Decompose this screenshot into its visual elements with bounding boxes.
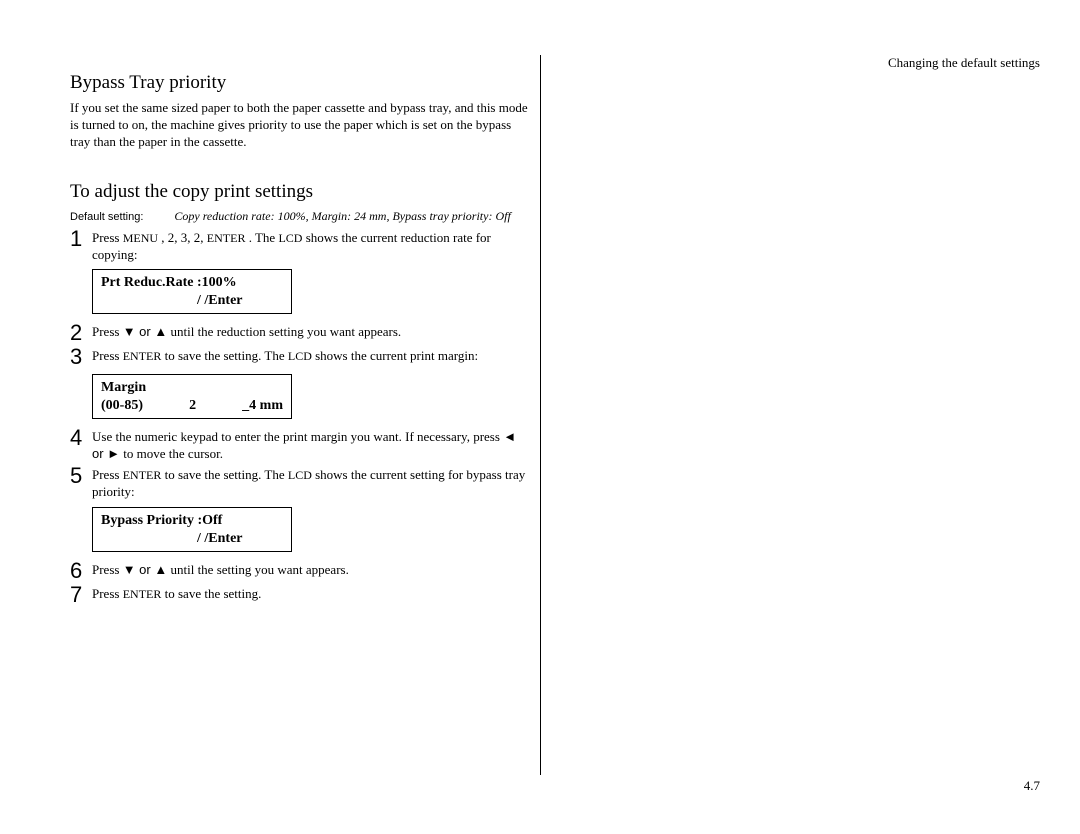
section-title-bypass: Bypass Tray priority [70, 72, 530, 94]
lcd-line: Bypass Priority :Off [101, 512, 283, 530]
lcd-display-2: Margin (00-85)2_4 mm [92, 374, 292, 419]
step-text: Press ▼ or ▲ until the setting you want … [92, 562, 530, 579]
step-3: 3 Press ENTER to save the setting. The L… [70, 348, 530, 368]
step-7: 7 Press ENTER to save the setting. [70, 586, 530, 606]
column-divider [540, 55, 541, 775]
lcd-line: / /Enter [101, 292, 283, 310]
step-5: 5 Press ENTER to save the setting. The L… [70, 467, 530, 501]
default-label: Default setting: [70, 211, 143, 223]
page-header: Changing the default settings [888, 55, 1040, 71]
step-text: Press ▼ or ▲ until the reduction setting… [92, 324, 530, 341]
lcd-display-3: Bypass Priority :Off / /Enter [92, 507, 292, 552]
section-title-adjust: To adjust the copy print settings [70, 181, 530, 203]
step-text: Press MENU , 2, 3, 2, ENTER . The LCD sh… [92, 230, 530, 264]
step-num: 6 [70, 560, 92, 582]
main-content: Bypass Tray priority If you set the same… [70, 72, 530, 610]
step-num: 2 [70, 322, 92, 344]
down-up-arrows: ▼ or ▲ [123, 324, 168, 339]
lcd-line: Prt Reduc.Rate :100% [101, 274, 283, 292]
bypass-intro: If you set the same sized paper to both … [70, 100, 530, 151]
step-text: Press ENTER to save the setting. The LCD… [92, 467, 530, 501]
step-num: 1 [70, 228, 92, 250]
step-2: 2 Press ▼ or ▲ until the reduction setti… [70, 324, 530, 344]
step-6: 6 Press ▼ or ▲ until the setting you wan… [70, 562, 530, 582]
down-up-arrows: ▼ or ▲ [123, 562, 168, 577]
step-num: 3 [70, 346, 92, 368]
page-number: 4.7 [1024, 778, 1040, 794]
lcd-display-1: Prt Reduc.Rate :100% / /Enter [92, 269, 292, 314]
default-setting-row: Default setting: Copy reduction rate: 10… [70, 209, 530, 224]
step-text: Use the numeric keypad to enter the prin… [92, 429, 530, 463]
lcd-line: Margin [101, 379, 283, 397]
default-value: Copy reduction rate: 100%, Margin: 24 mm… [174, 209, 510, 223]
step-text: Press ENTER to save the setting. [92, 586, 530, 603]
lcd-line: (00-85)2_4 mm [101, 397, 283, 415]
step-num: 5 [70, 465, 92, 487]
step-1: 1 Press MENU , 2, 3, 2, ENTER . The LCD … [70, 230, 530, 264]
lcd-line: / /Enter [101, 530, 283, 548]
step-num: 4 [70, 427, 92, 449]
step-text: Press ENTER to save the setting. The LCD… [92, 348, 530, 365]
step-4: 4 Use the numeric keypad to enter the pr… [70, 429, 530, 463]
step-num: 7 [70, 584, 92, 606]
